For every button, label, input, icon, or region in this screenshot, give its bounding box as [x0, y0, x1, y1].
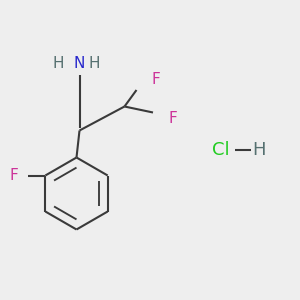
- Text: H: H: [53, 56, 64, 70]
- Text: H: H: [253, 141, 266, 159]
- Text: H: H: [89, 56, 100, 70]
- Text: F: F: [10, 168, 18, 183]
- Text: N: N: [74, 56, 85, 70]
- Text: F: F: [152, 72, 160, 87]
- Text: F: F: [168, 111, 177, 126]
- Text: Cl: Cl: [212, 141, 229, 159]
